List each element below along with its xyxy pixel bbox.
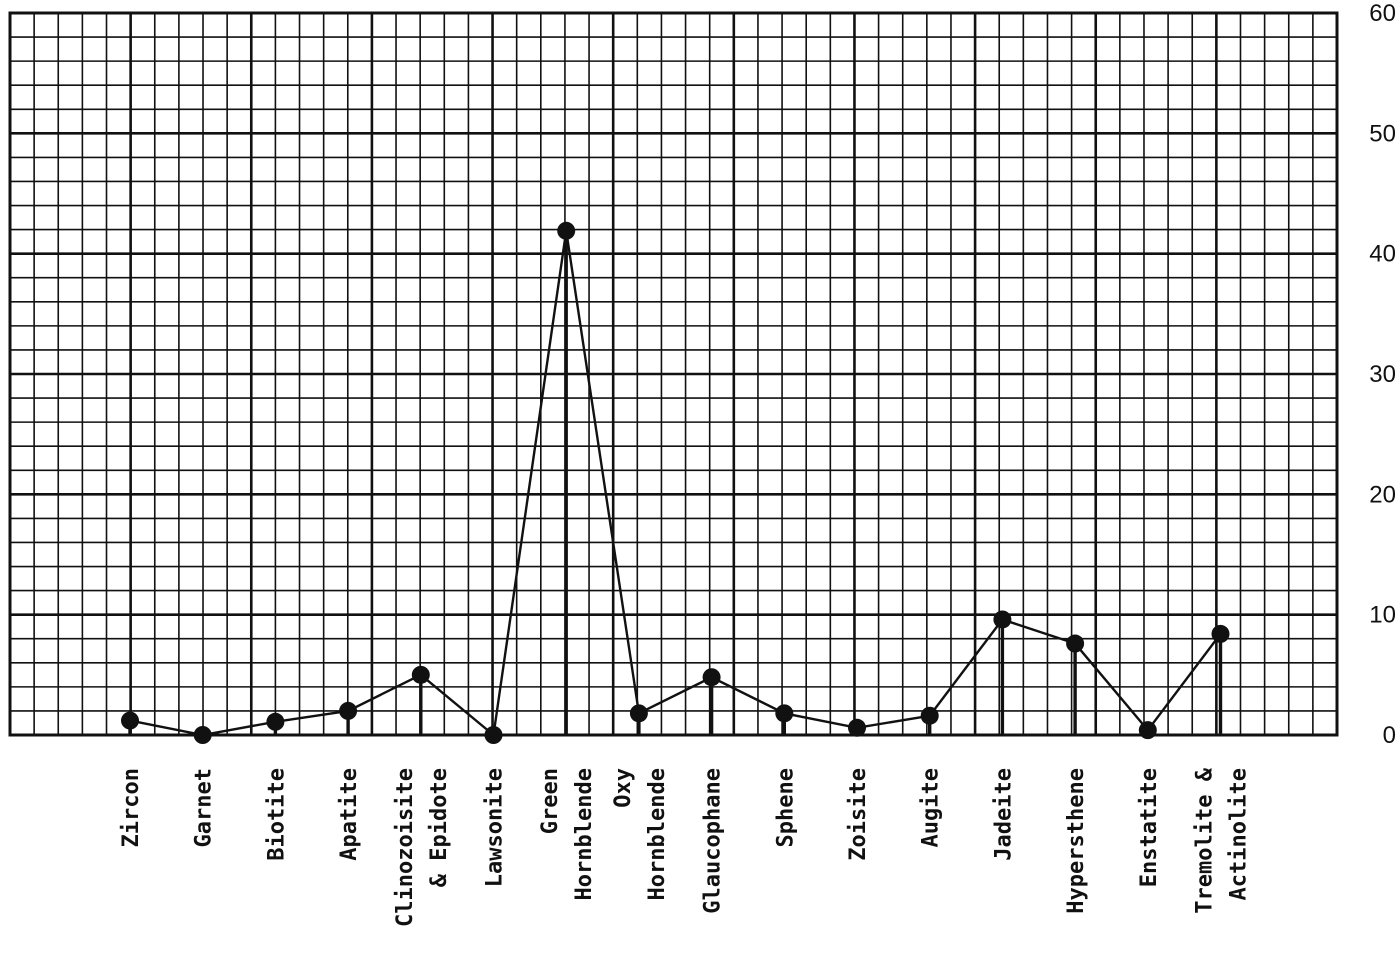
data-point [557,221,576,240]
grid [10,13,1337,735]
x-tick-label: Lawsonite [483,768,508,887]
data-point [1211,624,1230,643]
y-tick-label: 0 [1383,722,1396,749]
data-point [339,701,358,720]
x-tick-label: Hypersthene [1064,768,1089,914]
x-tick-label: Sphene [773,768,798,847]
x-axis-tick-labels: Zircon Garnet Biotite Apatite Clinozoisite & … [119,767,1252,927]
plot-frame [8,11,1339,737]
y-tick-label: 20 [1369,481,1396,508]
y-tick-label: 50 [1369,120,1396,147]
y-axis-tick-labels: 0 10 20 30 40 50 60 [1369,0,1396,749]
data-point [411,665,430,684]
x-tick-label: Enstatite [1137,768,1162,887]
x-tick-label: Tremolite & [1193,767,1218,913]
x-tick-label: Clinozoisite [393,768,418,927]
y-tick-label: 60 [1369,0,1396,27]
y-tick-label: 10 [1369,602,1396,629]
series-stems [128,230,1223,735]
data-point [629,704,648,723]
y-tick-label: 30 [1369,361,1396,388]
data-point [266,712,285,731]
data-point [775,704,794,723]
x-tick-label: Oxy [611,768,636,808]
y-tick-label: 40 [1369,241,1396,268]
x-tick-label: Augite [919,768,944,847]
x-tick-label: Actinolite [1227,768,1252,900]
x-tick-label: Hornblende [572,768,597,900]
x-tick-label: Glaucophane [701,768,726,914]
x-tick-label: Garnet [192,768,217,847]
data-point [920,706,939,725]
x-tick-label: Zircon [119,768,144,847]
series-line [129,230,1222,738]
x-tick-label: Zoisite [846,768,871,861]
data-point [1066,634,1085,653]
data-point [193,726,212,744]
x-tick-label: Jadeite [991,768,1016,861]
series-points [121,221,1230,744]
x-tick-label: Apatite [337,768,362,861]
x-tick-label: Hornblende [645,768,670,900]
data-point [484,726,503,744]
data-point [848,718,866,737]
data-point [1138,721,1157,740]
x-tick-label: Biotite [264,768,289,861]
x-tick-label: Green [538,768,563,834]
data-point [993,610,1012,629]
data-point [121,711,139,730]
data-point [702,668,721,687]
x-tick-label: & Epidote [427,768,452,887]
